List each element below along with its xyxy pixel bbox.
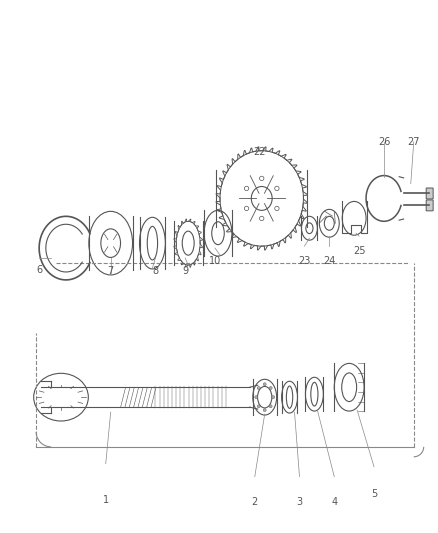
- Text: 3: 3: [297, 497, 303, 506]
- Circle shape: [275, 186, 279, 191]
- Text: 7: 7: [108, 266, 114, 276]
- Text: 5: 5: [371, 489, 377, 498]
- Circle shape: [269, 386, 272, 390]
- Circle shape: [269, 405, 272, 408]
- Circle shape: [244, 206, 249, 211]
- Text: 4: 4: [331, 497, 337, 506]
- Circle shape: [275, 206, 279, 211]
- Text: 10: 10: [209, 256, 221, 266]
- Text: 9: 9: [182, 266, 188, 276]
- FancyBboxPatch shape: [426, 188, 433, 199]
- Circle shape: [244, 186, 249, 191]
- Text: 22: 22: [254, 147, 266, 157]
- Circle shape: [263, 409, 266, 411]
- Circle shape: [260, 176, 264, 181]
- Text: 25: 25: [353, 246, 365, 256]
- Circle shape: [272, 395, 275, 399]
- Circle shape: [255, 395, 258, 399]
- Text: 26: 26: [378, 137, 390, 147]
- Circle shape: [257, 386, 260, 390]
- Circle shape: [263, 383, 266, 386]
- Text: 2: 2: [252, 497, 258, 506]
- Circle shape: [260, 216, 264, 221]
- Text: 8: 8: [152, 266, 159, 276]
- Text: 6: 6: [36, 265, 42, 275]
- Circle shape: [257, 405, 260, 408]
- Text: 1: 1: [102, 495, 109, 505]
- Text: 23: 23: [298, 256, 311, 266]
- Text: 27: 27: [407, 137, 420, 147]
- Text: 24: 24: [323, 256, 336, 266]
- FancyBboxPatch shape: [426, 200, 433, 211]
